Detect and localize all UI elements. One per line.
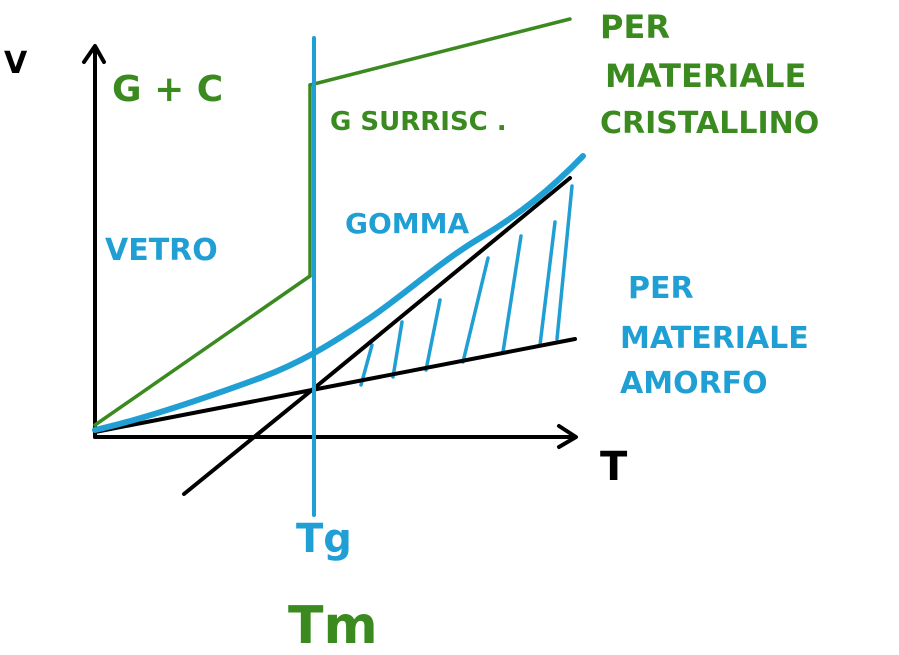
crystalline-label-line-1: PER (600, 8, 670, 46)
y-axis-arrowhead (82, 44, 106, 64)
glass-line (93, 274, 312, 427)
amorphous-label-line-1: PER (628, 271, 694, 306)
axes (82, 44, 578, 449)
x-axis-arrowhead (557, 424, 578, 449)
supercooled-label: G SURRISC . (330, 107, 507, 137)
rubber-curve (92, 153, 586, 433)
amorphous-label-line-3: AMORFO (620, 366, 768, 401)
crystalline-label-line-2: MATERIALE (605, 57, 806, 95)
tm-label: Tm (288, 596, 378, 655)
supercooled-line (308, 17, 572, 87)
hatching (359, 184, 574, 387)
amorphous-line (93, 337, 577, 434)
crystalline-label-line-3: CRISTALLINO (600, 106, 819, 141)
tg-label: Tg (296, 516, 352, 562)
green-curve (93, 17, 572, 427)
glass-label: VETRO (105, 233, 218, 268)
amorphous-label-line-2: MATERIALE (620, 321, 809, 356)
y-axis-label: V (4, 46, 28, 81)
glass-plus-crystal-label: G + C (112, 69, 223, 110)
x-axis-label: T (600, 444, 628, 490)
rubber-label: GOMMA (345, 207, 470, 240)
